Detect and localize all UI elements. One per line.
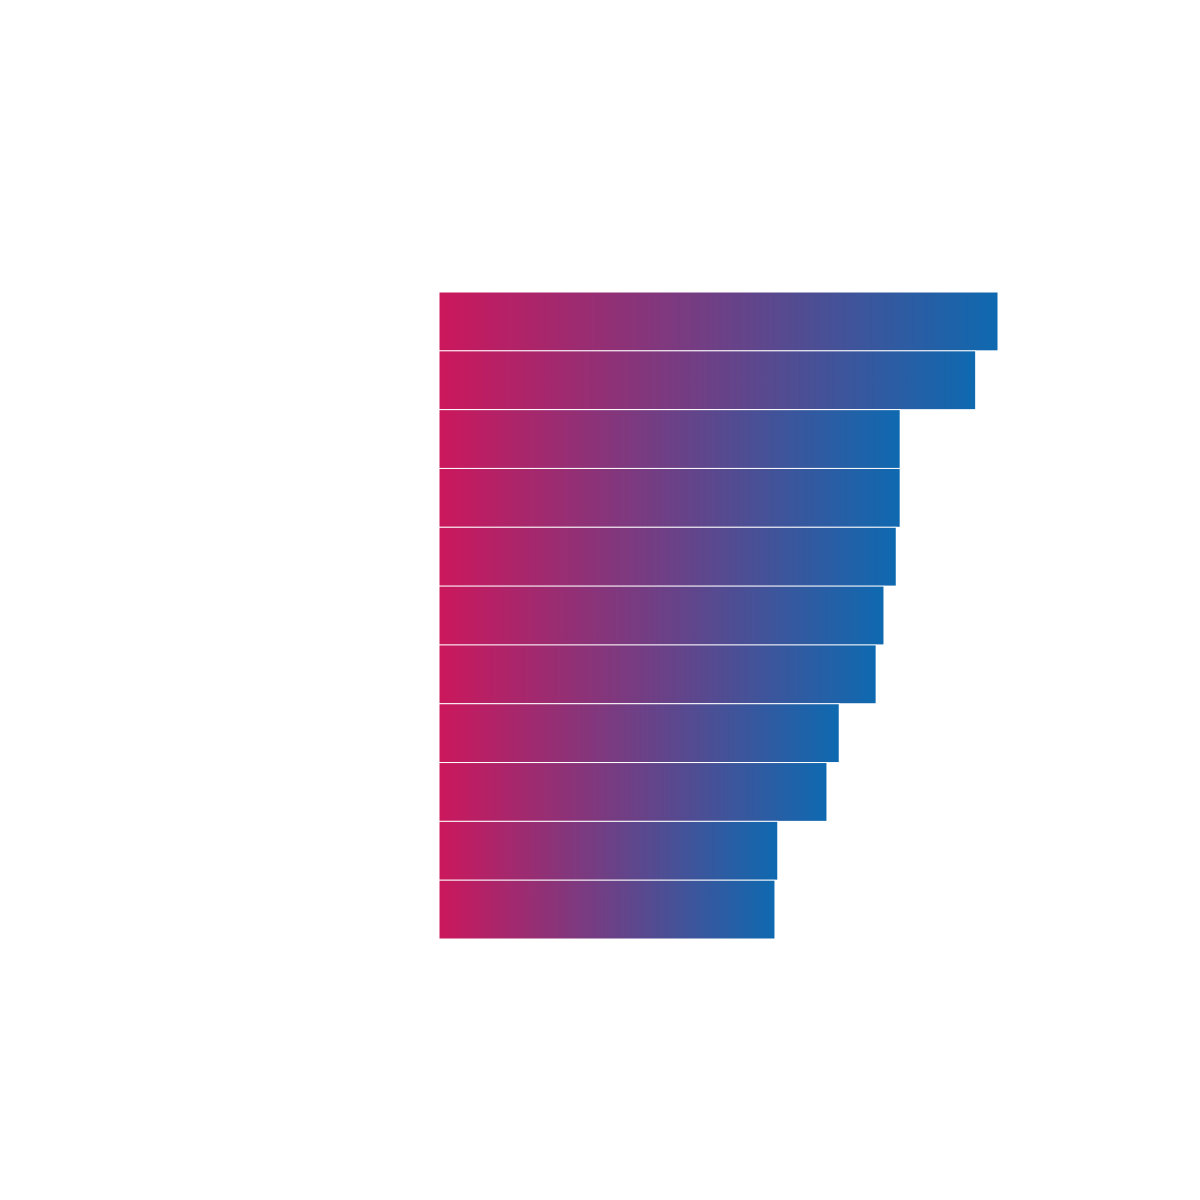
bar-3	[438, 409, 901, 469]
bar-6	[438, 585, 885, 646]
bar-11	[438, 879, 776, 940]
bar-1	[438, 291, 999, 352]
bar-10	[438, 820, 779, 881]
bar-8	[438, 703, 840, 764]
bar-4	[438, 467, 901, 528]
bar-2	[438, 350, 977, 411]
bar-9	[438, 762, 828, 822]
bar-5	[438, 526, 897, 587]
bar-7	[438, 644, 877, 705]
bars-group	[438, 291, 999, 940]
